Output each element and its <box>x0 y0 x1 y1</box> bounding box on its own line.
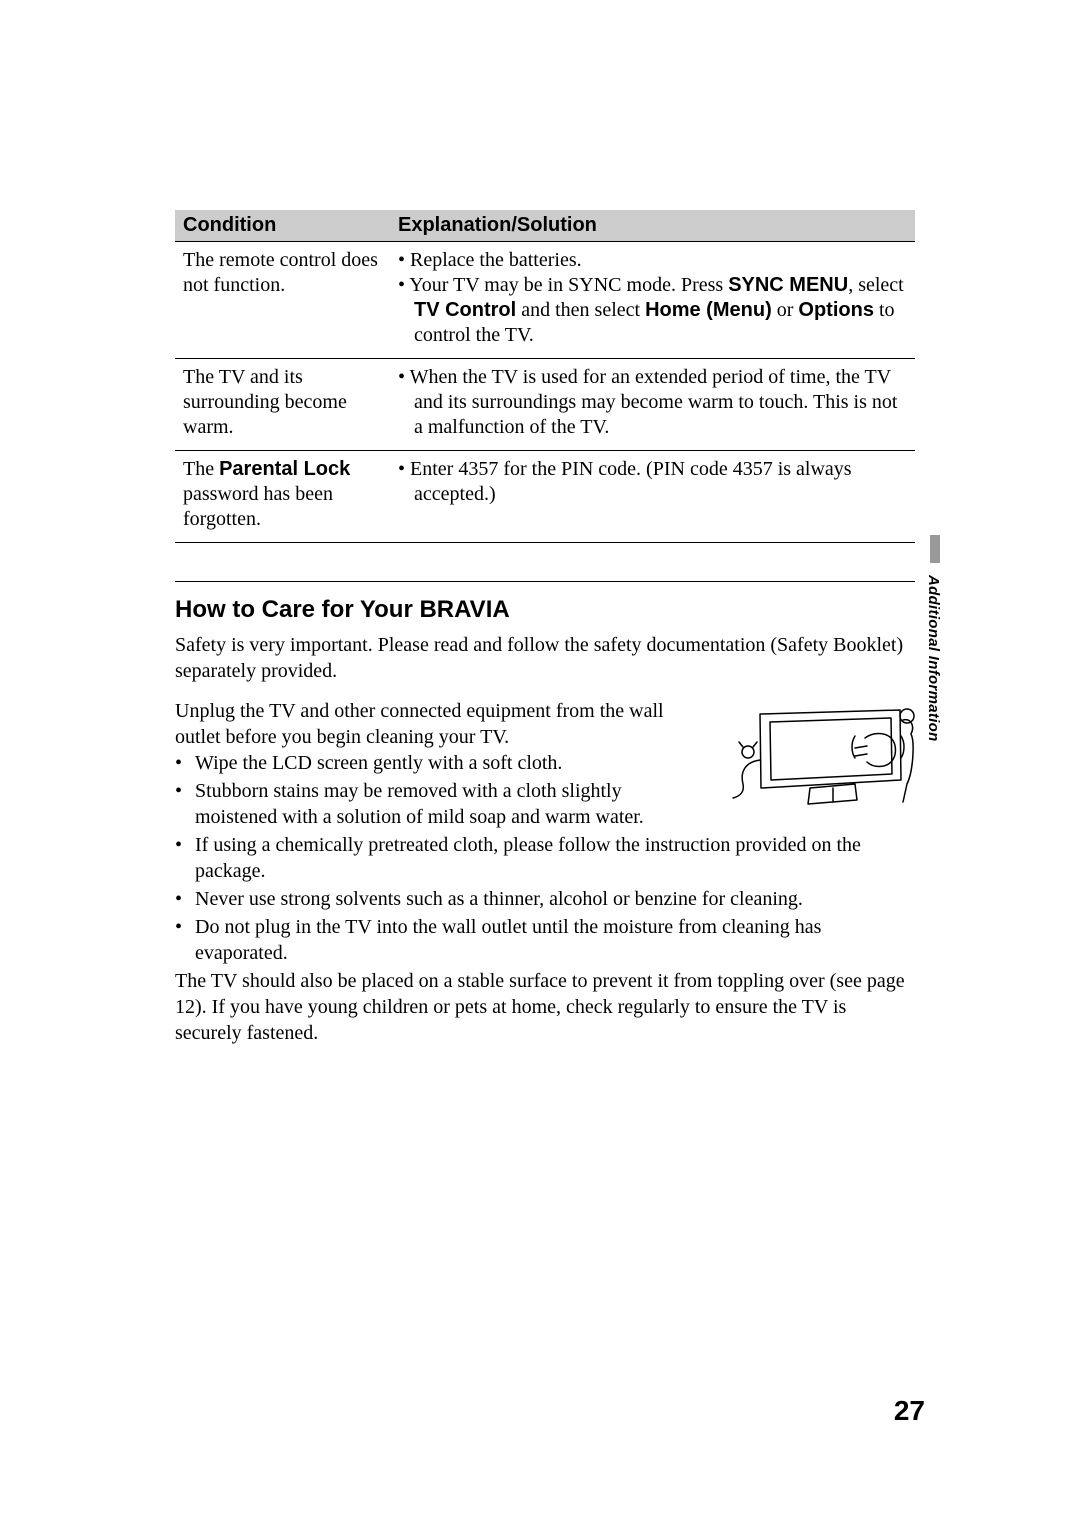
side-tab: Additional Information <box>912 535 940 835</box>
side-tab-bar <box>930 535 940 563</box>
list-item: Never use strong solvents such as a thin… <box>175 886 915 912</box>
condition-cell: The TV and its surrounding become warm. <box>175 359 390 451</box>
unplug-block: Unplug the TV and other connected equipm… <box>175 698 915 832</box>
section-body: Safety is very important. Please read an… <box>175 632 915 1046</box>
side-tab-label: Additional Information <box>925 575 942 742</box>
condition-table: Condition Explanation/Solution The remot… <box>175 210 915 543</box>
page-number: 27 <box>894 1395 925 1427</box>
solution-bullet: Enter 4357 for the PIN code. (PIN code 4… <box>398 457 907 507</box>
table-header-condition: Condition <box>175 210 390 242</box>
solution-bullet: Replace the batteries. <box>398 248 907 273</box>
solution-cell: Replace the batteries. Your TV may be in… <box>390 242 915 359</box>
page-content: Condition Explanation/Solution The remot… <box>0 0 1080 1046</box>
solution-bullet: Your TV may be in SYNC mode. Press SYNC … <box>398 273 907 348</box>
table-row: The remote control does not function. Re… <box>175 242 915 359</box>
section-heading: How to Care for Your BRAVIA <box>175 581 915 624</box>
table-header-solution: Explanation/Solution <box>390 210 915 242</box>
intro-paragraph: Safety is very important. Please read an… <box>175 632 915 684</box>
closing-paragraph: The TV should also be placed on a stable… <box>175 968 915 1046</box>
table-row: The Parental Lock password has been forg… <box>175 451 915 543</box>
solution-bullet: When the TV is used for an extended peri… <box>398 365 907 440</box>
solution-cell: Enter 4357 for the PIN code. (PIN code 4… <box>390 451 915 543</box>
cleaning-illustration <box>715 702 915 812</box>
table-row: The TV and its surrounding become warm. … <box>175 359 915 451</box>
condition-cell: The Parental Lock password has been forg… <box>175 451 390 543</box>
condition-cell: The remote control does not function. <box>175 242 390 359</box>
list-item: If using a chemically pretreated cloth, … <box>175 832 915 884</box>
list-item: Do not plug in the TV into the wall outl… <box>175 914 915 966</box>
solution-cell: When the TV is used for an extended peri… <box>390 359 915 451</box>
care-list-bottom: If using a chemically pretreated cloth, … <box>175 832 915 966</box>
